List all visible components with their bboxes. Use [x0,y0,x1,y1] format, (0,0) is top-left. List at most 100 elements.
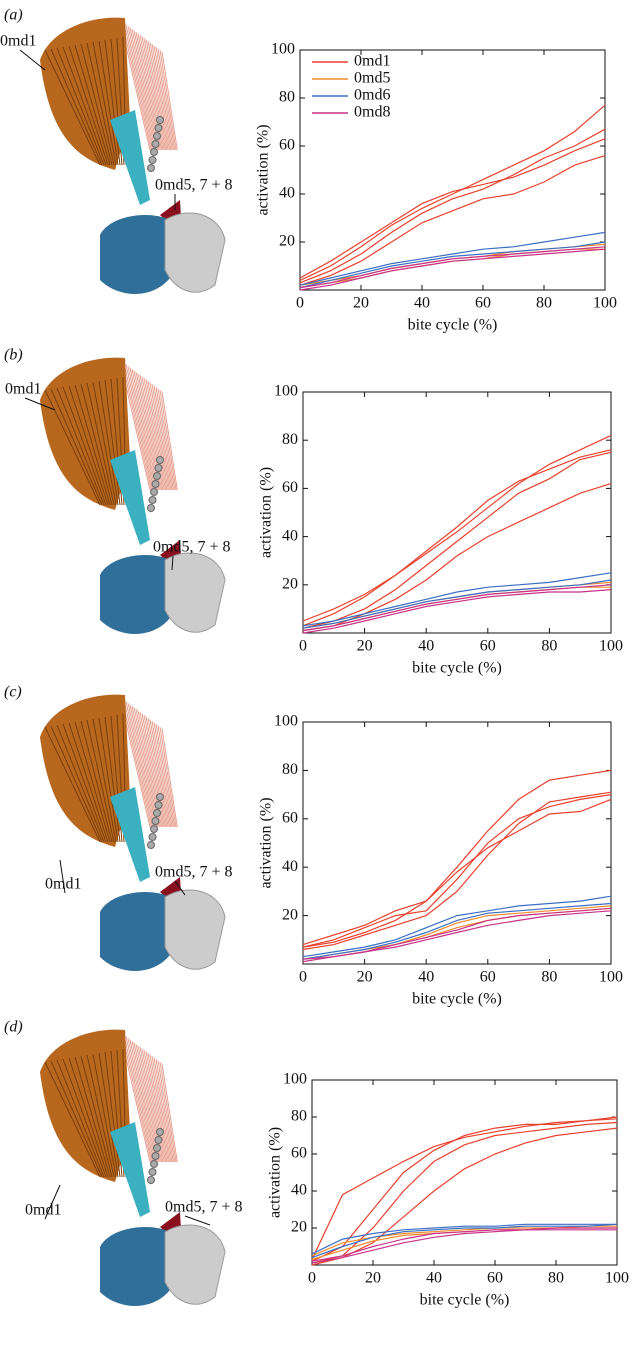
fiber [153,385,173,491]
data-line [299,231,606,286]
legend-label: 0md6 [354,87,390,104]
fiber [68,45,109,166]
marker [154,464,163,472]
fiber [131,368,159,491]
fiber [125,701,155,828]
fiber [56,724,105,843]
fiber [74,1056,111,1178]
fiber [129,704,157,828]
y-axis-label: activation (%) [258,467,275,558]
fiber [56,47,105,166]
annotation-leader [174,880,186,896]
marker [147,1176,155,1184]
data-line [311,1118,618,1262]
fiber [127,25,156,151]
fiber [155,723,174,828]
skull-blue [100,555,175,634]
fiber [80,43,113,166]
plot-frame [299,49,606,291]
plot-frame [302,391,612,634]
fiber [157,1060,176,1163]
data-line [302,798,612,946]
data-line [302,449,612,622]
data-line [311,1223,618,1259]
fiber [92,41,117,166]
fiber [104,39,121,166]
fiber [157,48,176,151]
marker [154,1136,163,1144]
muscle-cyan [110,450,150,545]
fiber [68,385,109,506]
fiber [62,386,107,506]
x-tick-label: 80 [541,969,557,986]
fiber [153,722,173,828]
fiber [98,1052,119,1178]
marker [151,1152,160,1160]
fiber [147,380,169,491]
x-tick-label: 100 [599,969,623,986]
panel-label: (a) [4,7,23,24]
data-line [302,902,612,960]
marker [147,504,155,512]
y-tick-label: 20 [279,233,295,250]
fiber [74,44,111,166]
fiber [44,726,101,843]
fiber [131,705,159,828]
x-tick-label: 80 [541,638,557,655]
data-line [311,1116,618,1260]
y-tick-label: 20 [282,575,298,592]
fiber [159,726,177,828]
skull-grey [164,212,226,293]
data-line [299,138,606,279]
x-tick-label: 0 [299,969,307,986]
fiber [50,388,103,506]
fiber [121,361,152,491]
anatomy-illustration [40,357,226,634]
anatomy-illustration [40,694,226,971]
fiber [159,389,177,491]
fiber [151,383,172,491]
y-tick-label: 60 [279,137,295,154]
fiber [62,1058,107,1178]
y-tick-label: 20 [282,906,298,923]
fiber [50,48,103,166]
data-line [302,895,612,958]
panel-label: (d) [4,1019,23,1036]
fiber [159,49,177,151]
fiber [153,1057,173,1163]
data-line [299,155,606,286]
fiber [92,1053,117,1178]
fiber [145,39,168,151]
y-tick-label: 40 [291,1182,307,1199]
annotation: 0md1 [25,1202,61,1219]
data-line [311,1227,617,1261]
marker [148,496,157,504]
annotation-leader [19,49,46,71]
data-line [302,769,612,948]
fiber [74,384,111,506]
fiber [155,386,174,491]
fiber [125,1036,155,1163]
legend-label: 0md1 [354,53,390,70]
x-tick-label: 20 [353,295,369,312]
x-tick-label: 0 [296,295,304,312]
x-tick-label: 0 [299,638,307,655]
annotation: 0md5, 7 + 8 [153,539,230,556]
x-tick-label: 100 [593,295,617,312]
y-tick-label: 40 [282,527,298,544]
fiber [127,1037,156,1163]
data-line [311,1127,618,1266]
fiber [129,1039,157,1163]
x-tick-label: 60 [480,638,496,655]
fiber [145,379,168,491]
fiber [133,707,160,828]
data-line [299,241,606,289]
marker [148,833,157,841]
marker [150,488,158,496]
x-tick-label: 20 [365,1270,381,1287]
x-tick-label: 0 [308,1270,316,1287]
fiber [161,51,178,151]
panel-label: (c) [4,684,22,701]
x-axis-label: bite cycle (%) [408,317,498,334]
